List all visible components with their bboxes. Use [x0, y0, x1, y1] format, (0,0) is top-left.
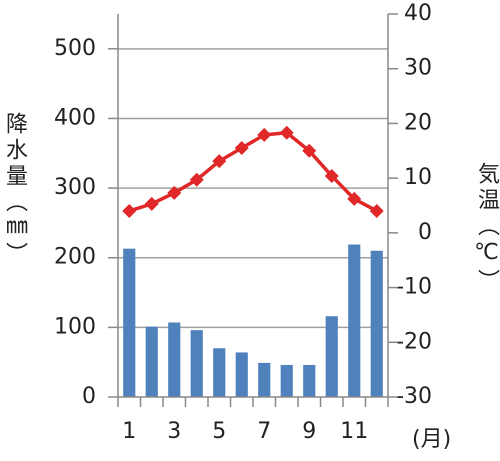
- bar: [303, 364, 316, 397]
- x-tick-label: 3: [167, 419, 181, 444]
- x-tick-label: 1: [122, 419, 136, 444]
- y-tick-label: 300: [54, 175, 96, 200]
- marker: [347, 191, 362, 206]
- y2-tick-label: 20: [404, 110, 432, 135]
- y2-tick-label: 30: [404, 56, 432, 81]
- y-tick-label: 0: [82, 384, 96, 409]
- y2-tick-label: -20: [396, 329, 432, 354]
- y2-tick-label: -10: [396, 275, 432, 300]
- y2-tick-label: 0: [418, 220, 432, 245]
- bar: [213, 348, 226, 397]
- bar: [123, 248, 136, 397]
- bar: [190, 330, 203, 397]
- marker: [144, 196, 159, 211]
- marker: [279, 125, 294, 140]
- y-tick-label: 200: [54, 245, 96, 270]
- y2-tick-label: 10: [404, 165, 432, 190]
- marker: [324, 168, 339, 183]
- bar: [370, 250, 383, 397]
- y-tick-label: 500: [54, 36, 96, 61]
- bar: [325, 316, 338, 397]
- marker: [257, 127, 272, 142]
- marker: [369, 203, 384, 218]
- bar: [168, 322, 181, 397]
- marker: [234, 141, 249, 156]
- y-tick-label: 100: [54, 314, 96, 339]
- bar: [348, 244, 361, 397]
- x-axis-title: (月): [412, 427, 451, 452]
- x-tick-label: 9: [302, 419, 316, 444]
- marker: [302, 143, 317, 158]
- temperature-line: [128, 130, 378, 213]
- bar: [258, 362, 271, 397]
- x-tick-label: 7: [257, 419, 271, 444]
- y2-axis-title: 気温（℃）: [474, 162, 500, 295]
- bar: [235, 352, 248, 397]
- y-axis-title: 降水量（㎜）: [2, 112, 28, 268]
- marker: [122, 203, 137, 218]
- marker: [167, 185, 182, 200]
- y2-tick-label: -30: [396, 384, 432, 409]
- marker: [212, 154, 227, 169]
- bar: [145, 326, 158, 397]
- y2-tick-label: 40: [404, 1, 432, 26]
- marker: [189, 172, 204, 187]
- x-tick-label: 11: [340, 419, 368, 444]
- x-tick-label: 5: [212, 419, 226, 444]
- bar: [280, 364, 293, 397]
- y-tick-label: 400: [54, 105, 96, 130]
